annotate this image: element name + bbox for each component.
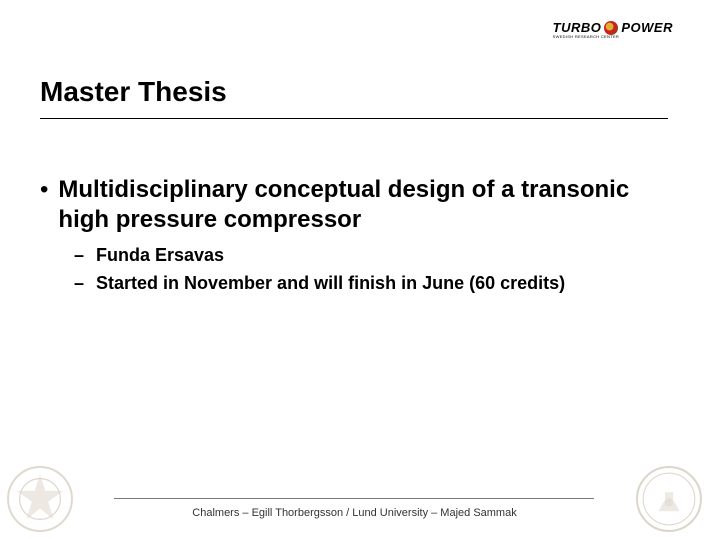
sub-text: Funda Ersavas <box>96 243 224 267</box>
chalmers-seal-icon <box>6 465 74 533</box>
slide: TURBO POWER SWEDISH RESEARCH CENTER Mast… <box>0 0 709 539</box>
logo-subtext: SWEDISH RESEARCH CENTER <box>553 34 619 39</box>
list-item: – Started in November and will finish in… <box>74 271 670 295</box>
title-divider <box>40 118 668 119</box>
bullet-marker: • <box>40 175 48 205</box>
list-item: – Funda Ersavas <box>74 243 670 267</box>
bullet-text: Multidisciplinary conceptual design of a… <box>58 175 670 235</box>
lund-seal-icon <box>635 465 703 533</box>
footer-divider <box>114 498 594 499</box>
logo-text-left: TURBO <box>553 20 602 35</box>
logo-text-right: POWER <box>621 20 673 35</box>
sub-list: – Funda Ersavas – Started in November an… <box>74 243 670 295</box>
brand-logo: TURBO POWER SWEDISH RESEARCH CENTER <box>553 20 673 35</box>
sub-text: Started in November and will finish in J… <box>96 271 565 295</box>
sub-marker: – <box>74 243 84 267</box>
page-title: Master Thesis <box>40 76 227 108</box>
footer-text: Chalmers – Egill Thorbergsson / Lund Uni… <box>0 507 709 519</box>
bullet-item: • Multidisciplinary conceptual design of… <box>40 175 670 235</box>
swirl-icon <box>604 21 618 35</box>
sub-marker: – <box>74 271 84 295</box>
content-area: • Multidisciplinary conceptual design of… <box>40 175 670 299</box>
